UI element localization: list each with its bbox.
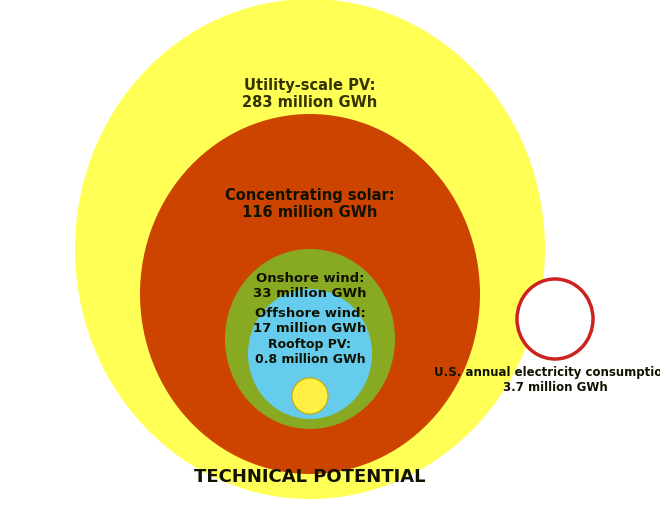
Ellipse shape — [517, 279, 593, 359]
Ellipse shape — [292, 378, 328, 414]
Text: Rooftop PV:
0.8 million GWh: Rooftop PV: 0.8 million GWh — [255, 338, 366, 366]
Text: TECHNICAL POTENTIAL: TECHNICAL POTENTIAL — [194, 468, 426, 486]
Ellipse shape — [225, 249, 395, 429]
Text: Offshore wind:
17 million GWh: Offshore wind: 17 million GWh — [253, 307, 366, 335]
Ellipse shape — [268, 327, 352, 415]
Ellipse shape — [75, 0, 545, 499]
Text: Onshore wind:
33 million GWh: Onshore wind: 33 million GWh — [253, 272, 367, 300]
Ellipse shape — [140, 114, 480, 474]
Text: Utility-scale PV:
283 million GWh: Utility-scale PV: 283 million GWh — [242, 78, 378, 110]
Text: Concentrating solar:
116 million GWh: Concentrating solar: 116 million GWh — [225, 188, 395, 220]
Text: U.S. annual electricity consumption:
3.7 million GWh: U.S. annual electricity consumption: 3.7… — [434, 366, 660, 394]
Ellipse shape — [248, 289, 372, 419]
